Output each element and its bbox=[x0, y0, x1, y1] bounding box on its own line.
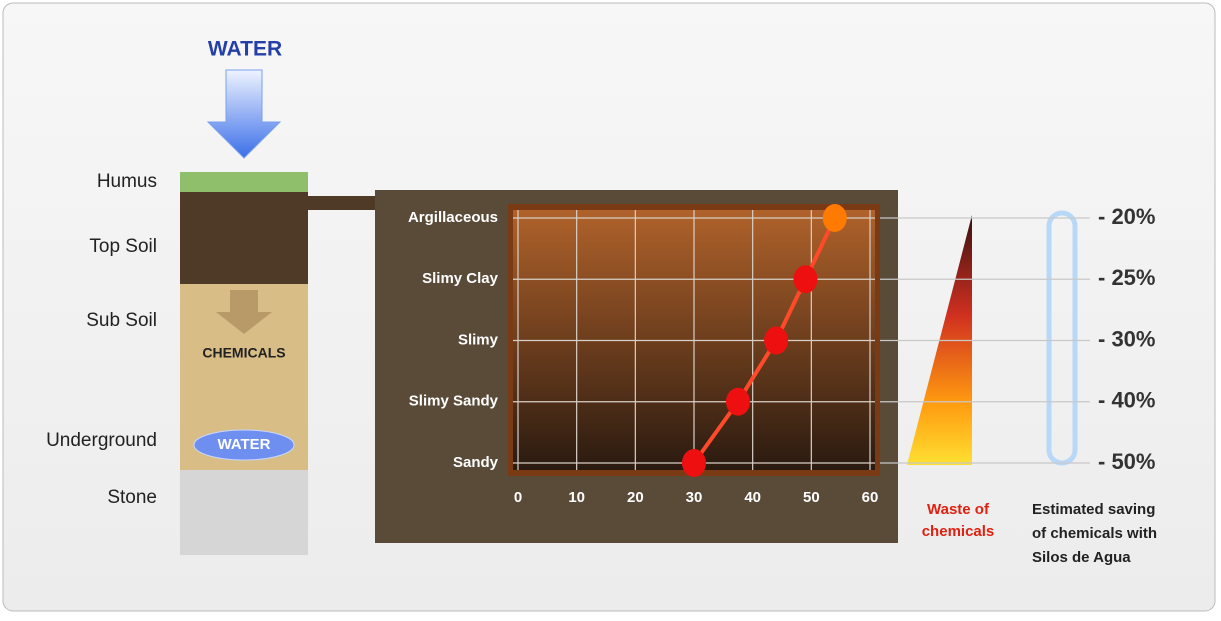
page: WATER CHEMICALS WATER Humus Top Soil Sub… bbox=[0, 0, 1221, 616]
saving-label: Silos de Agua bbox=[1032, 549, 1131, 566]
x-tick-label: 0 bbox=[514, 489, 522, 506]
point bbox=[682, 449, 706, 477]
water-title: WATER bbox=[208, 38, 282, 61]
saving-percent: - 50% bbox=[1098, 449, 1155, 474]
point bbox=[823, 204, 847, 232]
humus bbox=[180, 172, 308, 192]
top-soil bbox=[180, 192, 308, 284]
saving-percent: - 20% bbox=[1098, 204, 1155, 229]
saving-label: Estimated saving bbox=[1032, 501, 1155, 518]
x-tick-label: 40 bbox=[744, 489, 761, 506]
underground-water: WATER bbox=[217, 436, 270, 453]
layer-label: Top Soil bbox=[89, 236, 157, 257]
x-tick-label: 60 bbox=[862, 489, 879, 506]
x-tick-label: 50 bbox=[803, 489, 820, 506]
saving-percent: - 40% bbox=[1098, 388, 1155, 413]
saving-percent: - 30% bbox=[1098, 326, 1155, 351]
y-tick-label: Argillaceous bbox=[408, 209, 498, 226]
saving-label: of chemicals with bbox=[1032, 525, 1157, 542]
layer-label: Stone bbox=[107, 487, 157, 508]
y-tick-label: Slimy bbox=[458, 331, 499, 348]
x-tick-label: 30 bbox=[686, 489, 703, 506]
chemicals-label: CHEMICALS bbox=[202, 345, 285, 361]
waste-label: Waste of bbox=[927, 501, 990, 518]
y-tick-label: Sandy bbox=[453, 454, 499, 471]
x-tick-label: 20 bbox=[627, 489, 644, 506]
y-tick-label: Slimy Sandy bbox=[409, 393, 499, 410]
layer-label: Underground bbox=[46, 430, 157, 451]
point bbox=[793, 265, 817, 293]
waste-label: chemicals bbox=[922, 523, 995, 540]
x-tick-label: 10 bbox=[568, 489, 585, 506]
stone bbox=[180, 470, 308, 555]
connector bbox=[308, 196, 375, 210]
point bbox=[726, 388, 750, 416]
saving-percent: - 25% bbox=[1098, 265, 1155, 290]
layer-label: Humus bbox=[97, 171, 157, 192]
layer-label: Sub Soil bbox=[86, 310, 157, 331]
y-tick-label: Slimy Clay bbox=[422, 270, 499, 287]
point bbox=[764, 327, 788, 355]
